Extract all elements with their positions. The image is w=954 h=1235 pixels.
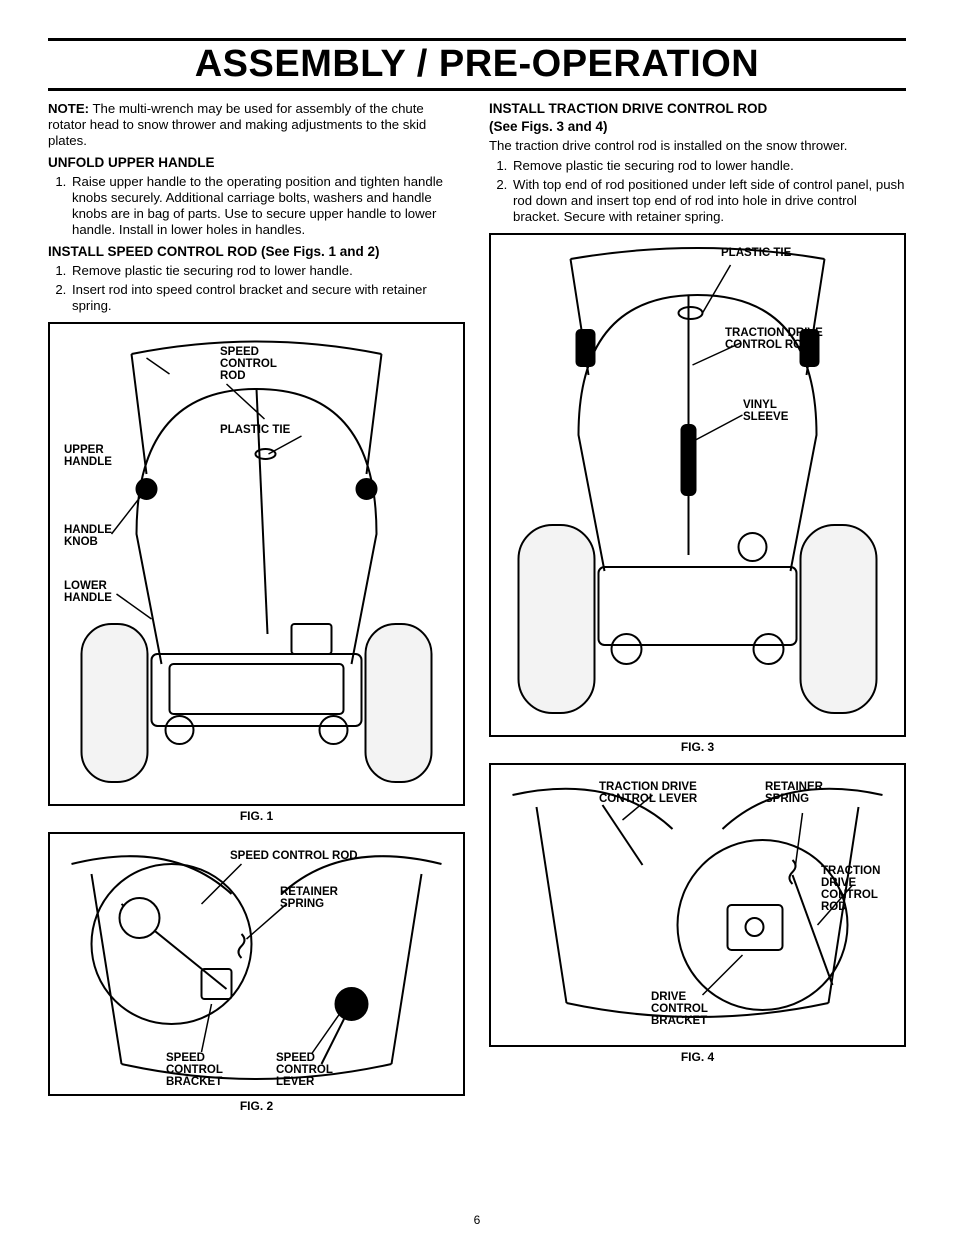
note-paragraph: NOTE: The multi-wrench may be used for a… [48,101,465,149]
figure-4-box: TRACTION DRIVE CONTROL LEVER RETAINER SP… [489,763,906,1047]
fig4-label-retainer-spring: RETAINER SPRING [765,781,823,805]
fig1-label-handle-knob: HANDLE KNOB [64,524,112,548]
fig3-label-traction-rod: TRACTION DRIVE CONTROL ROD [725,327,823,351]
fig1-label-lower-handle: LOWER HANDLE [64,580,112,604]
figure-2-caption: FIG. 2 [48,1099,465,1114]
step-item: Remove plastic tie securing rod to lower… [511,158,906,174]
title-rule-top [48,38,906,41]
section-heading-traction-b: (See Figs. 3 and 4) [489,119,906,135]
fig1-label-plastic-tie: PLASTIC TIE [220,424,290,436]
step-item: Insert rod into speed control bracket an… [70,282,465,314]
section-heading-traction-a: INSTALL TRACTION DRIVE CONTROL ROD [489,101,906,117]
left-column: NOTE: The multi-wrench may be used for a… [48,101,465,1121]
page-number: 6 [0,1213,954,1227]
figure-2-svg [50,834,463,1094]
title-rule-bottom [48,88,906,91]
fig2-label-speed-control-lever: SPEED CONTROL LEVER [276,1052,333,1088]
traction-steps: Remove plastic tie securing rod to lower… [489,158,906,225]
fig4-label-traction-rod: TRACTION DRIVE CONTROL ROD [821,865,880,913]
fig2-label-retainer-spring: RETAINER SPRING [280,886,338,910]
fig2-label-speed-control-rod: SPEED CONTROL ROD [230,850,358,862]
fig4-label-drive-bracket: DRIVE CONTROL BRACKET [651,991,708,1027]
right-column: INSTALL TRACTION DRIVE CONTROL ROD (See … [489,101,906,1121]
traction-intro: The traction drive control rod is instal… [489,138,906,154]
fig4-label-traction-lever: TRACTION DRIVE CONTROL LEVER [599,781,697,805]
fig3-label-plastic-tie: PLASTIC TIE [721,247,791,259]
figure-4-caption: FIG. 4 [489,1050,906,1065]
section-heading-unfold: UNFOLD UPPER HANDLE [48,155,465,171]
fig1-label-speed-control-rod: SPEED CONTROL ROD [220,346,277,382]
page-title: ASSEMBLY / PRE-OPERATION [48,43,906,88]
note-text: The multi-wrench may be used for assembl… [48,101,426,148]
figure-3-box: PLASTIC TIE TRACTION DRIVE CONTROL ROD V… [489,233,906,737]
fig2-label-speed-control-bracket: SPEED CONTROL BRACKET [166,1052,223,1088]
two-column-layout: NOTE: The multi-wrench may be used for a… [48,101,906,1121]
step-item: Remove plastic tie securing rod to lower… [70,263,465,279]
figure-1-box: SPEED CONTROL ROD PLASTIC TIE UPPER HAND… [48,322,465,806]
figure-1-caption: FIG. 1 [48,809,465,824]
speed-rod-steps: Remove plastic tie securing rod to lower… [48,263,465,314]
figure-3-caption: FIG. 3 [489,740,906,755]
fig1-label-upper-handle: UPPER HANDLE [64,444,112,468]
figure-1-svg [50,324,463,804]
section-heading-speed-rod: INSTALL SPEED CONTROL ROD (See Figs. 1 a… [48,244,465,260]
step-item: With top end of rod positioned under lef… [511,177,906,225]
unfold-steps: Raise upper handle to the operating posi… [48,174,465,238]
step-item: Raise upper handle to the operating posi… [70,174,465,238]
figure-2-box: SPEED CONTROL ROD RETAINER SPRING SPEED … [48,832,465,1096]
figure-3-svg [491,235,904,735]
fig3-label-vinyl-sleeve: VINYL SLEEVE [743,399,788,423]
manual-page: ASSEMBLY / PRE-OPERATION NOTE: The multi… [0,0,954,1235]
note-label: NOTE: [48,101,89,116]
